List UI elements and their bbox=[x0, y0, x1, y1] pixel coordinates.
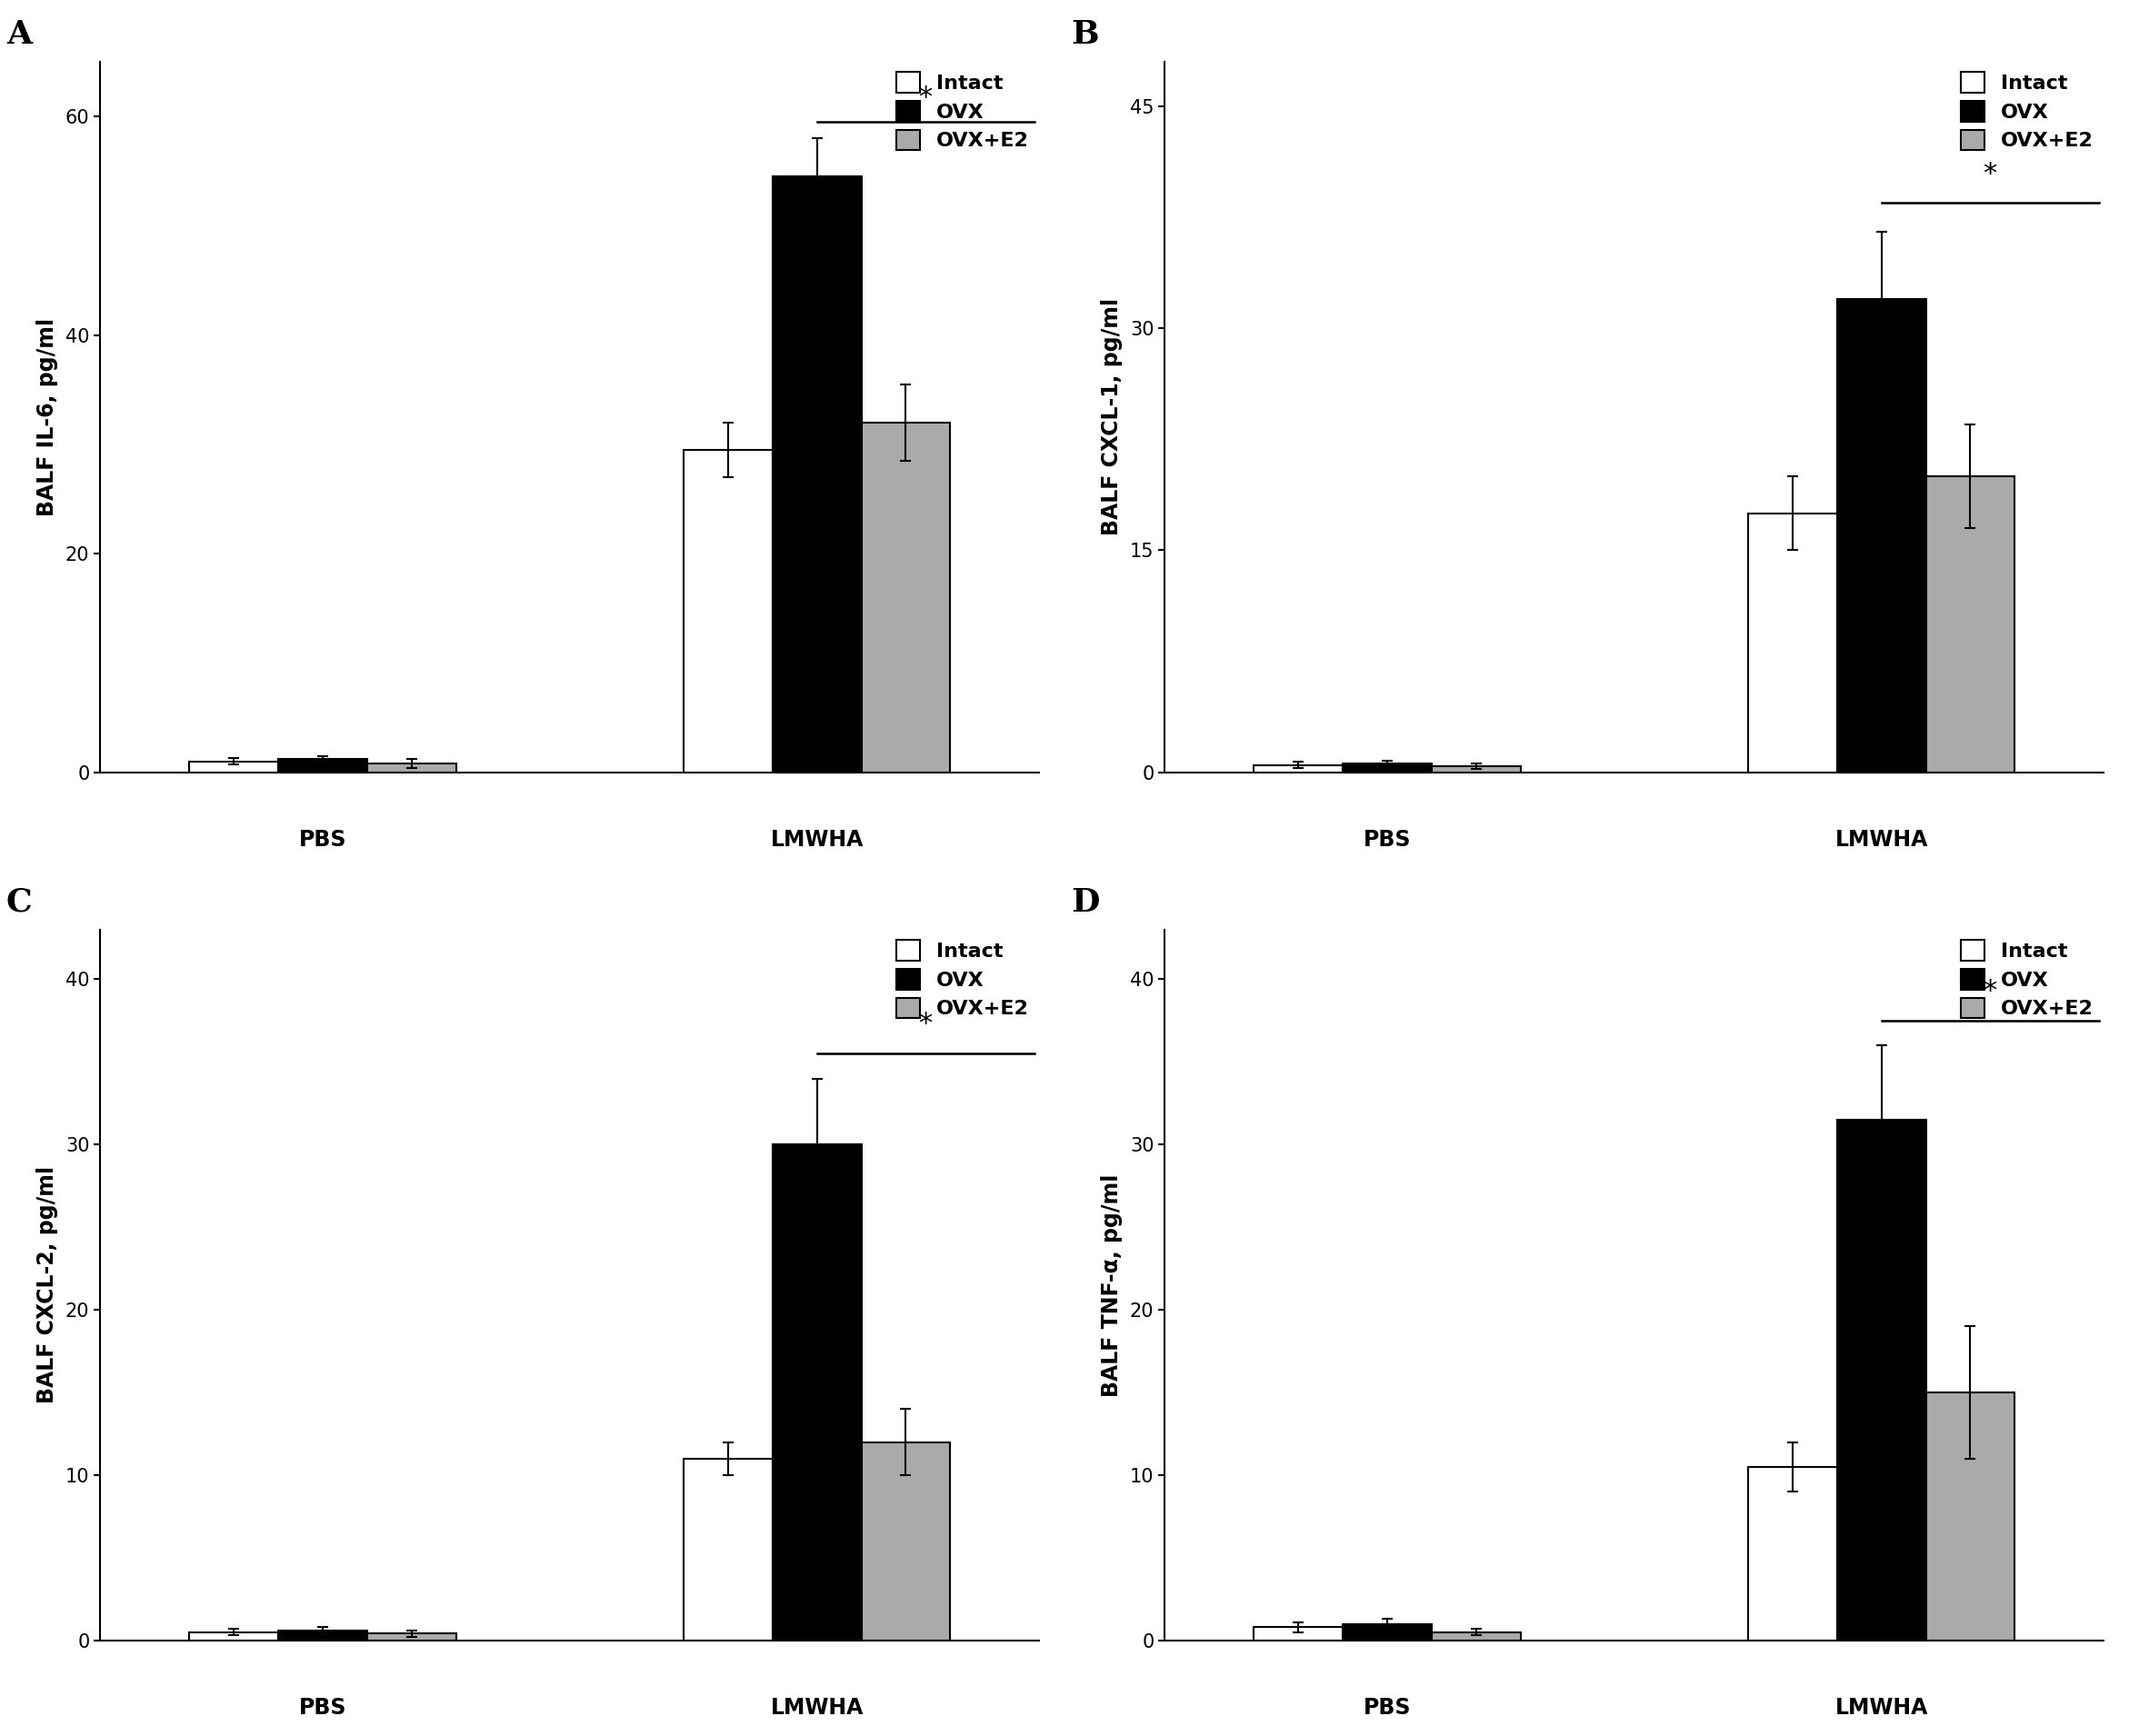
Bar bbox=[862, 422, 950, 773]
Text: PBS: PBS bbox=[298, 1698, 347, 1719]
Legend: Intact, OVX, OVX+E2: Intact, OVX, OVX+E2 bbox=[1952, 64, 2101, 158]
Text: LMWHA: LMWHA bbox=[771, 830, 864, 851]
Text: D: D bbox=[1071, 887, 1099, 918]
Bar bbox=[279, 1630, 366, 1641]
Bar bbox=[1837, 1120, 1927, 1641]
Y-axis label: BALF CXCL-2, pg/ml: BALF CXCL-2, pg/ml bbox=[36, 1167, 57, 1404]
Bar bbox=[1748, 1467, 1837, 1641]
Bar bbox=[1927, 1392, 2014, 1641]
Y-axis label: BALF CXCL-1, pg/ml: BALF CXCL-1, pg/ml bbox=[1101, 299, 1122, 536]
Bar bbox=[1431, 1632, 1520, 1641]
Text: PBS: PBS bbox=[298, 830, 347, 851]
Bar bbox=[1431, 766, 1520, 773]
Bar bbox=[1748, 514, 1837, 773]
Text: LMWHA: LMWHA bbox=[1835, 1698, 1929, 1719]
Bar bbox=[1343, 764, 1431, 773]
Bar bbox=[189, 762, 279, 773]
Legend: Intact, OVX, OVX+E2: Intact, OVX, OVX+E2 bbox=[888, 64, 1037, 158]
Bar bbox=[773, 1144, 862, 1641]
Text: A: A bbox=[6, 19, 32, 50]
Legend: Intact, OVX, OVX+E2: Intact, OVX, OVX+E2 bbox=[1952, 932, 2101, 1026]
Y-axis label: BALF TNF-α, pg/ml: BALF TNF-α, pg/ml bbox=[1101, 1174, 1122, 1396]
Bar bbox=[1343, 1623, 1431, 1641]
Text: *: * bbox=[1982, 161, 1997, 187]
Bar bbox=[683, 450, 773, 773]
Text: B: B bbox=[1071, 19, 1099, 50]
Bar bbox=[862, 1443, 950, 1641]
Bar bbox=[683, 1458, 773, 1641]
Text: *: * bbox=[918, 1010, 933, 1036]
Bar bbox=[189, 1632, 279, 1641]
Text: *: * bbox=[918, 85, 933, 111]
Bar bbox=[1254, 766, 1343, 773]
Text: LMWHA: LMWHA bbox=[771, 1698, 864, 1719]
Text: PBS: PBS bbox=[1363, 1698, 1412, 1719]
Text: *: * bbox=[1982, 977, 1997, 1003]
Bar bbox=[1927, 476, 2014, 773]
Bar bbox=[1254, 1627, 1343, 1641]
Bar bbox=[1837, 299, 1927, 773]
Y-axis label: BALF IL-6, pg/ml: BALF IL-6, pg/ml bbox=[36, 318, 57, 516]
Text: LMWHA: LMWHA bbox=[1835, 830, 1929, 851]
Bar bbox=[366, 764, 456, 773]
Legend: Intact, OVX, OVX+E2: Intact, OVX, OVX+E2 bbox=[888, 932, 1037, 1026]
Text: C: C bbox=[6, 887, 32, 918]
Bar bbox=[773, 177, 862, 773]
Text: PBS: PBS bbox=[1363, 830, 1412, 851]
Bar bbox=[366, 1634, 456, 1641]
Bar bbox=[279, 759, 366, 773]
